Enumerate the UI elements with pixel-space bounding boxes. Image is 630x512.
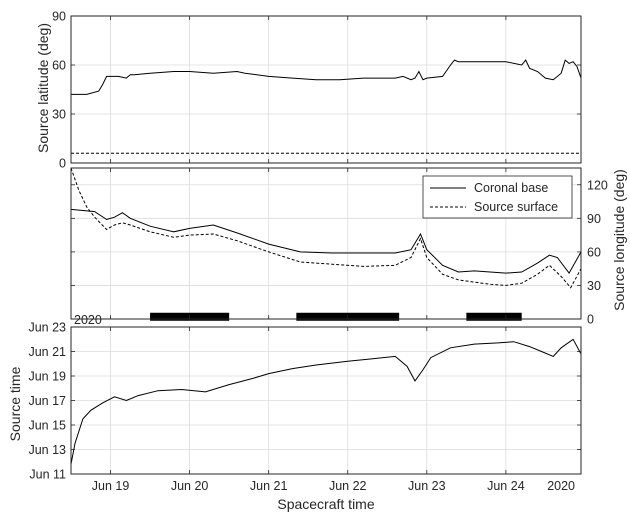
middle-interval-bar-2 — [466, 313, 521, 321]
bottom-xtick-label-5: Jun 24 — [487, 479, 525, 493]
bottom-ytick-label-0: Jun 11 — [29, 468, 66, 482]
middle-ylabel: Source longitude (deg) — [611, 169, 627, 311]
middle-ytick-label-0: 0 — [587, 313, 594, 327]
bottom-xtick-label-4: Jun 23 — [408, 479, 446, 493]
legend-label-source-surface: Source surface — [474, 200, 558, 214]
middle-ytick-label-4: 120 — [587, 178, 608, 192]
middle-series-0-line — [71, 209, 581, 273]
grid-layer — [71, 16, 581, 474]
bottom-ytick-label-3: Jun 17 — [28, 394, 66, 408]
top-ytick-label-0: 0 — [59, 157, 66, 171]
frames-layer — [71, 16, 581, 474]
bottom-ylabel: Source time — [7, 366, 23, 441]
top-ylabel: Source latitude (deg) — [35, 23, 51, 153]
top-ytick-label-2: 60 — [52, 59, 66, 73]
legend-label-coronal-base: Coronal base — [474, 181, 548, 195]
middle-ytick-label-3: 90 — [587, 212, 601, 226]
top-axes-frame — [71, 16, 581, 163]
bottom-ytick-label-2: Jun 15 — [28, 419, 66, 433]
middle-year-annotation: 2020 — [74, 313, 102, 327]
bottom-xlabel: Spacecraft time — [277, 496, 374, 512]
bottom-xtick-label-3: Jun 22 — [329, 479, 367, 493]
ticks-layer: 0 30 60 90 0 30 60 90 120 Jun 11 Jun 13 Jun 15 Jun 1… — [28, 10, 607, 494]
series-layer — [71, 60, 581, 464]
bar-layer — [150, 313, 522, 321]
middle-ytick-label-1: 30 — [587, 279, 601, 293]
bottom-xtick-label-0: Jun 19 — [92, 479, 130, 493]
bottom-year-annotation: 2020 — [547, 479, 575, 493]
bottom-ytick-label-1: Jun 13 — [28, 443, 66, 457]
top-ytick-label-1: 30 — [52, 108, 66, 122]
bottom-ytick-label-6: Jun 23 — [28, 321, 66, 335]
bottom-xtick-label-1: Jun 20 — [171, 479, 209, 493]
legend: Coronal base Source surface — [423, 176, 572, 218]
bottom-series-0-line — [71, 339, 581, 464]
bottom-ytick-label-4: Jun 19 — [28, 370, 66, 384]
bottom-ytick-label-5: Jun 21 — [28, 345, 66, 359]
bottom-xtick-label-2: Jun 21 — [250, 479, 288, 493]
middle-ytick-label-2: 60 — [587, 245, 601, 259]
top-ytick-label-3: 90 — [52, 10, 66, 24]
